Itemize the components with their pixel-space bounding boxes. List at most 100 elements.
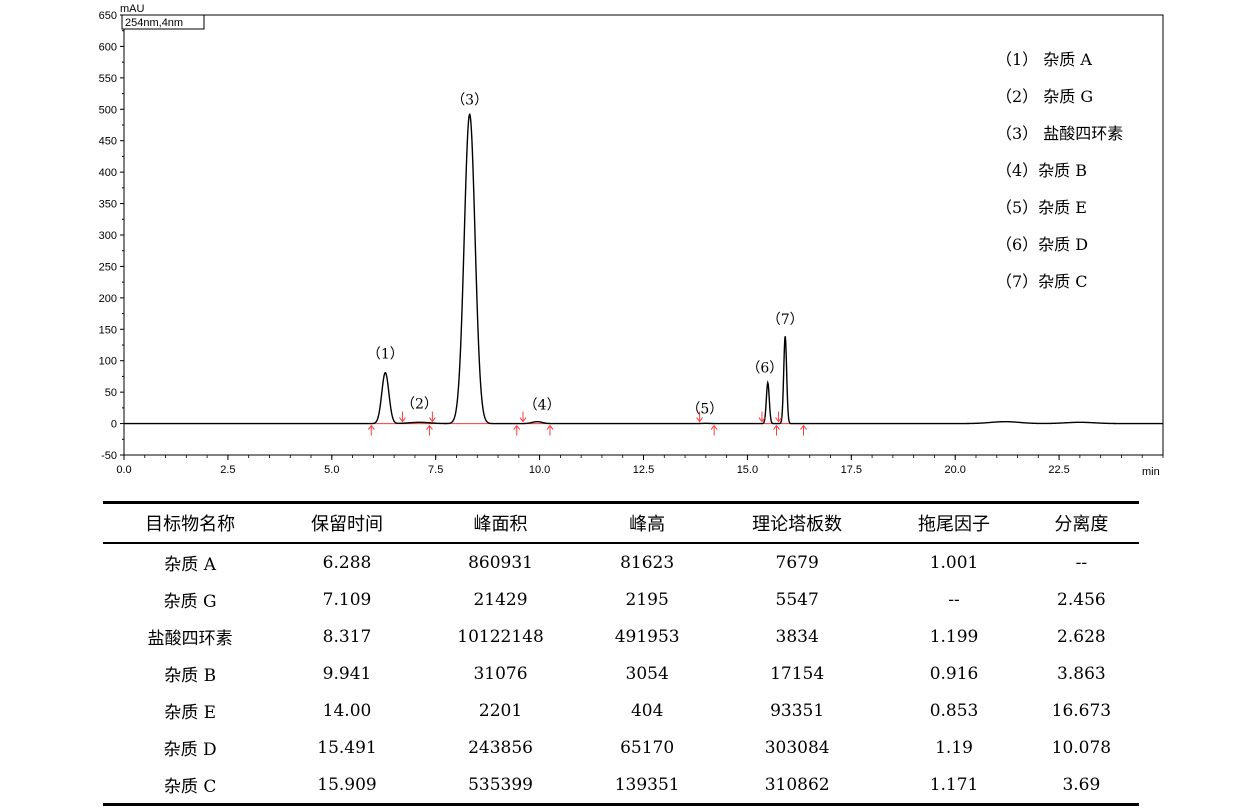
integration-marker bbox=[758, 411, 766, 423]
table-cell: 535399 bbox=[416, 766, 585, 806]
table-cell: 7.109 bbox=[322, 589, 372, 610]
table-cell: 15.491 bbox=[317, 737, 377, 758]
table-cell: 1.199 bbox=[929, 626, 979, 647]
peak-label: （1） bbox=[367, 347, 404, 363]
table-cell: 310862 bbox=[710, 766, 885, 806]
y-axis-unit: mAU bbox=[120, 3, 145, 15]
table-cell: 杂质 E bbox=[164, 703, 217, 723]
table-cell: 10.078 bbox=[1051, 737, 1112, 758]
header-cell: 拖尾因子 bbox=[884, 502, 1024, 544]
table-cell: -- bbox=[1075, 552, 1088, 573]
table-cell: 杂质 D bbox=[163, 740, 217, 760]
table-cell: 7679 bbox=[775, 552, 819, 573]
y-tick-label: 550 bbox=[99, 73, 117, 85]
marker-head bbox=[399, 417, 406, 423]
integration-marker bbox=[399, 411, 406, 423]
table-cell: 93351 bbox=[770, 700, 825, 721]
legend-item: （3） 盐酸四环素 bbox=[996, 124, 1123, 143]
header-cell: 峰面积 bbox=[416, 502, 585, 544]
x-tick-label: 20.0 bbox=[944, 464, 965, 476]
legend-item: （5）杂质 E bbox=[996, 198, 1087, 217]
table-cell: 0.853 bbox=[929, 700, 979, 721]
integration-marker bbox=[773, 424, 780, 436]
table-cell: 盐酸四环素 bbox=[147, 629, 233, 649]
integration-marker bbox=[519, 411, 527, 423]
table-cell: 65170 bbox=[620, 737, 675, 758]
chromatogram-chart: -50 0 50 100 150 200 250 300 350 400 450 500 550 600 6… bbox=[99, 3, 1164, 478]
y-tick-label: 250 bbox=[99, 261, 117, 273]
y-tick-label: -50 bbox=[101, 450, 117, 462]
marker-head bbox=[426, 424, 433, 430]
y-tick-label: 50 bbox=[105, 387, 117, 399]
legend-item: （1） 杂质 A bbox=[996, 50, 1092, 69]
y-tick-label: 100 bbox=[99, 356, 117, 368]
marker-head bbox=[758, 417, 766, 423]
integration-marker bbox=[426, 424, 433, 436]
table-cell: 3.69 bbox=[1023, 766, 1139, 806]
table-cell: 14.00 bbox=[322, 700, 372, 721]
table-header-row: 目标物名称 保留时间 峰面积 峰高 理论塔板数 拖尾因子 分离度 bbox=[103, 502, 1139, 544]
marker-head bbox=[773, 424, 780, 430]
integration-marker bbox=[513, 424, 521, 436]
integration-marker bbox=[546, 424, 554, 436]
table-cell: 81623 bbox=[620, 552, 675, 573]
y-tick-label: 650 bbox=[99, 10, 117, 22]
table-cell: 8.317 bbox=[322, 626, 372, 647]
table-cell: 5547 bbox=[775, 589, 819, 610]
table-cell: 2201 bbox=[478, 700, 523, 721]
wavelength-box bbox=[121, 14, 205, 30]
y-tick-label: 0 bbox=[111, 419, 117, 431]
table-cell: 杂质 C bbox=[103, 766, 278, 806]
marker-head bbox=[696, 417, 704, 423]
x-tick-label: 15.0 bbox=[737, 464, 758, 476]
table-row: 杂质 B 9.941 31076 3054 17154 0.916 3.863 bbox=[103, 655, 1139, 692]
header-cell: 目标物名称 bbox=[103, 502, 278, 544]
marker-head bbox=[546, 424, 554, 430]
y-tick-label: 300 bbox=[99, 230, 117, 242]
table-cell: 杂质 G bbox=[163, 592, 217, 612]
chromatogram-trace bbox=[124, 113, 1163, 425]
table-cell: 404 bbox=[630, 700, 664, 721]
x-tick-label: 10.0 bbox=[529, 464, 550, 476]
table-row: 杂质 G 7.109 21429 2195 5547 -- 2.456 bbox=[103, 581, 1139, 618]
y-tick-label: 400 bbox=[99, 167, 117, 179]
marker-head bbox=[367, 424, 375, 430]
table-cell: 860931 bbox=[468, 552, 533, 573]
table-cell: 6.288 bbox=[322, 552, 372, 573]
legend-item: （6）杂质 D bbox=[996, 235, 1088, 254]
header-cell: 峰高 bbox=[584, 502, 711, 544]
y-tick-label: 350 bbox=[99, 199, 117, 211]
table-cell: 139351 bbox=[584, 766, 711, 806]
marker-head bbox=[519, 417, 527, 423]
table-row: 杂质 C 15.909 535399 139351 310862 1.171 3.69 bbox=[103, 766, 1139, 806]
integration-marker bbox=[800, 424, 807, 436]
table-row: 盐酸四环素 8.317 10122148 491953 3834 1.199 2.628 bbox=[103, 618, 1139, 655]
table-cell: -- bbox=[948, 589, 960, 610]
table-cell: 3.863 bbox=[1057, 663, 1106, 684]
x-tick-label: 12.5 bbox=[633, 464, 654, 476]
header-cell: 理论塔板数 bbox=[710, 502, 885, 544]
x-tick-label: 17.5 bbox=[841, 464, 862, 476]
table-cell: 0.916 bbox=[929, 663, 979, 684]
marker-head bbox=[428, 417, 436, 423]
integration-marker bbox=[428, 411, 436, 423]
x-tick-label: 0.0 bbox=[116, 464, 131, 476]
y-tick-label: 500 bbox=[99, 104, 117, 116]
table-cell: 杂质 A bbox=[164, 555, 216, 575]
peak-label: （5） bbox=[686, 401, 723, 417]
table-row: 杂质 A 6.288 860931 81623 7679 1.001 -- bbox=[103, 543, 1139, 581]
y-tick-label: 600 bbox=[99, 41, 117, 53]
legend-item: （4）杂质 B bbox=[996, 161, 1087, 180]
table-cell: 1.171 bbox=[884, 766, 1024, 806]
x-tick-label: 5.0 bbox=[324, 464, 339, 476]
y-tick-label: 200 bbox=[99, 293, 117, 305]
integration-marker bbox=[696, 411, 704, 423]
x-tick-label: 22.5 bbox=[1048, 464, 1069, 476]
table-cell: 303084 bbox=[764, 737, 830, 758]
legend-item: （2） 杂质 G bbox=[996, 87, 1093, 106]
peak-label: （6） bbox=[746, 361, 783, 377]
table-row: 杂质 E 14.00 2201 404 93351 0.853 16.673 bbox=[103, 692, 1139, 729]
x-axis-unit: min bbox=[1142, 466, 1160, 478]
peak-label: （3） bbox=[451, 92, 488, 108]
table-cell: 21429 bbox=[473, 589, 528, 610]
